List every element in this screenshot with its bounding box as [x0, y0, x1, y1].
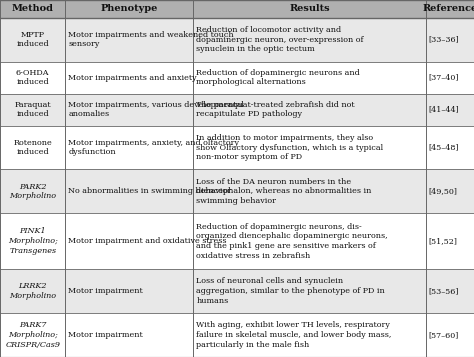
Text: Reduction of locomotor activity and
dopaminergic neuron, over-expression of
synu: Reduction of locomotor activity and dopa… — [196, 26, 364, 53]
Text: 6-OHDA
induced: 6-OHDA induced — [16, 69, 49, 86]
Text: No abnormalities in swimming behavior: No abnormalities in swimming behavior — [68, 187, 231, 195]
Text: Results: Results — [289, 4, 330, 13]
Text: Reduction of dopaminergic neurons, dis-
organized diencephalic dopaminergic neur: Reduction of dopaminergic neurons, dis- … — [196, 222, 388, 260]
Text: In addition to motor impairments, they also
show Olfactory dysfunction, which is: In addition to motor impairments, they a… — [196, 134, 383, 161]
Text: Reference: Reference — [422, 4, 474, 13]
Text: PARK7
Morpholino;
CRISPR/Cas9: PARK7 Morpholino; CRISPR/Cas9 — [5, 321, 60, 349]
Bar — [0, 94, 474, 126]
Text: LRRK2
Morpholino: LRRK2 Morpholino — [9, 282, 56, 300]
Bar — [0, 126, 474, 170]
Text: Motor impairment and oxidative stress: Motor impairment and oxidative stress — [68, 237, 227, 245]
Bar — [0, 170, 474, 213]
Text: Phenotype: Phenotype — [100, 4, 158, 13]
Text: With aging, exhibit lower TH levels, respiratory
failure in skeletal muscle, and: With aging, exhibit lower TH levels, res… — [196, 321, 392, 349]
Text: Method: Method — [12, 4, 54, 13]
Text: MPTP
induced: MPTP induced — [17, 31, 49, 49]
Text: Motor impairments and weakened touch
sensory: Motor impairments and weakened touch sen… — [68, 31, 234, 49]
Text: Motor impairment: Motor impairment — [68, 287, 143, 295]
Text: [37–40]: [37–40] — [428, 74, 459, 81]
Text: Loss of the DA neuron numbers in the
diencephalon, whereas no abnormalities in
s: Loss of the DA neuron numbers in the die… — [196, 178, 372, 205]
Text: Loss of neuronal cells and synuclein
aggregation, similar to the phenotype of PD: Loss of neuronal cells and synuclein agg… — [196, 277, 385, 305]
Text: PARK2
Morpholino: PARK2 Morpholino — [9, 182, 56, 200]
Bar — [0, 313, 474, 357]
Bar — [0, 17, 474, 61]
Bar — [0, 269, 474, 313]
Text: [51,52]: [51,52] — [428, 237, 458, 245]
Text: The paraquat-treated zebrafish did not
recapitulate PD pathology: The paraquat-treated zebrafish did not r… — [196, 101, 355, 119]
Text: [45–48]: [45–48] — [428, 144, 459, 151]
Bar — [0, 61, 474, 94]
Text: Motor impairments, anxiety, and olfactory
dysfunction: Motor impairments, anxiety, and olfactor… — [68, 139, 239, 156]
Text: Motor impairments, various developmental
anomalies: Motor impairments, various developmental… — [68, 101, 244, 119]
Text: PINK1
Morpholino;
Transgenes: PINK1 Morpholino; Transgenes — [8, 227, 58, 255]
Text: Motor impairments and anxiety: Motor impairments and anxiety — [68, 74, 197, 81]
Text: Paraquat
induced: Paraquat induced — [14, 101, 51, 119]
Text: Reduction of dopaminergic neurons and
morphological alternations: Reduction of dopaminergic neurons and mo… — [196, 69, 360, 86]
Text: [41–44]: [41–44] — [428, 106, 459, 114]
Text: [53–56]: [53–56] — [428, 287, 459, 295]
Text: Motor impairment: Motor impairment — [68, 331, 143, 339]
Text: [49,50]: [49,50] — [428, 187, 458, 195]
Text: [57–60]: [57–60] — [428, 331, 459, 339]
Text: Rotenone
induced: Rotenone induced — [13, 139, 52, 156]
Bar — [0, 0, 474, 17]
Text: [33–36]: [33–36] — [428, 36, 459, 44]
Bar — [0, 213, 474, 269]
